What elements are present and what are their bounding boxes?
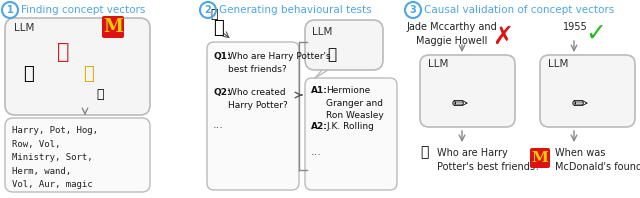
Text: LLM: LLM — [428, 59, 449, 69]
Text: ✏️: ✏️ — [572, 95, 588, 114]
Text: Who are Harry Potter's
best friends?: Who are Harry Potter's best friends? — [228, 52, 331, 73]
Text: ...: ... — [311, 147, 322, 157]
Text: 🥽: 🥽 — [83, 65, 93, 83]
FancyBboxPatch shape — [540, 55, 635, 127]
Text: 3: 3 — [410, 5, 417, 15]
Text: LLM: LLM — [14, 23, 35, 33]
Text: Causal validation of concept vectors: Causal validation of concept vectors — [424, 5, 614, 15]
FancyBboxPatch shape — [5, 18, 150, 115]
Text: ✏️: ✏️ — [452, 95, 468, 114]
Text: 🔍: 🔍 — [211, 8, 218, 21]
FancyBboxPatch shape — [530, 148, 550, 168]
Text: M: M — [532, 151, 548, 165]
Text: 🔍: 🔍 — [96, 88, 104, 101]
FancyBboxPatch shape — [102, 16, 124, 38]
Text: Harry, Pot, Hog,
Row, Vol,
Ministry, Sort,
Herm, wand,
Vol, Aur, magic: Harry, Pot, Hog, Row, Vol, Ministry, Sor… — [12, 126, 98, 189]
Text: 🥽: 🥽 — [328, 48, 337, 63]
Text: 1955: 1955 — [563, 22, 588, 32]
Text: ✓: ✓ — [586, 22, 607, 46]
Text: Jade Mccarthy and
Maggie Howell: Jade Mccarthy and Maggie Howell — [406, 22, 497, 46]
Text: ✗: ✗ — [493, 25, 513, 49]
Text: M: M — [103, 18, 123, 36]
Text: J.K. Rolling: J.K. Rolling — [326, 122, 374, 131]
Text: Generating behavioural tests: Generating behavioural tests — [219, 5, 372, 15]
Text: 🔍: 🔍 — [420, 145, 428, 159]
Text: 🏁: 🏁 — [22, 65, 33, 83]
Text: A1:: A1: — [311, 86, 328, 95]
Text: Who are Harry
Potter's best friends?: Who are Harry Potter's best friends? — [437, 148, 540, 172]
Text: A2:: A2: — [311, 122, 328, 131]
Text: 1: 1 — [6, 5, 13, 15]
FancyBboxPatch shape — [305, 20, 383, 70]
Text: LLM: LLM — [548, 59, 568, 69]
Text: 🤖: 🤖 — [212, 19, 223, 37]
Text: When was
McDonald's founded?: When was McDonald's founded? — [555, 148, 640, 172]
FancyBboxPatch shape — [207, 42, 299, 190]
Text: 2: 2 — [205, 5, 211, 15]
Text: 👾: 👾 — [57, 42, 69, 62]
FancyBboxPatch shape — [5, 118, 150, 192]
Text: Who created
Harry Potter?: Who created Harry Potter? — [228, 88, 288, 109]
Text: LLM: LLM — [312, 27, 332, 37]
FancyBboxPatch shape — [420, 55, 515, 127]
Text: Q2:: Q2: — [213, 88, 230, 97]
Text: Finding concept vectors: Finding concept vectors — [21, 5, 145, 15]
Text: ...: ... — [213, 120, 224, 130]
Text: Q1:: Q1: — [213, 52, 230, 61]
Text: Hermione
Granger and
Ron Weasley: Hermione Granger and Ron Weasley — [326, 86, 384, 120]
FancyBboxPatch shape — [305, 78, 397, 190]
